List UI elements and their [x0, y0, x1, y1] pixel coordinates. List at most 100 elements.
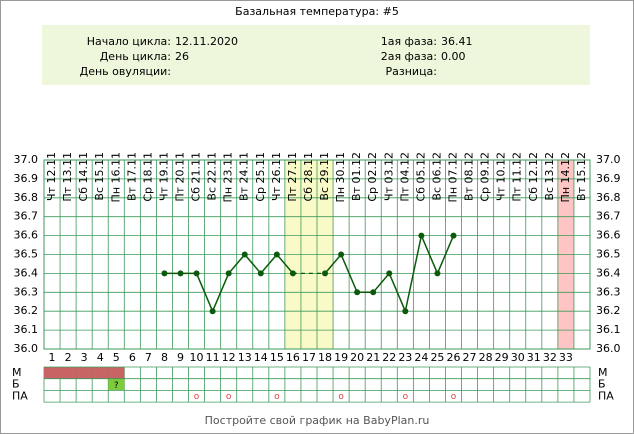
- info-value: 26: [175, 50, 189, 63]
- pa-mark: o: [194, 392, 200, 402]
- x-tick-label: Вс 15.11: [93, 152, 106, 201]
- info-label: День овуляции:: [80, 65, 171, 78]
- y-tick-label: 36.3: [14, 285, 39, 298]
- x-tick-label: Сб 05.12: [414, 152, 427, 201]
- temperature-point: [241, 251, 248, 258]
- day-number: 11: [206, 351, 220, 364]
- x-tick-label: Вс 29.11: [318, 152, 331, 201]
- row-label: ПА: [12, 389, 28, 402]
- day-number: 21: [366, 351, 380, 364]
- info-panel: [42, 25, 590, 85]
- pa-mark: o: [338, 392, 344, 402]
- m-cell: [92, 367, 109, 379]
- pa-mark: o: [451, 392, 457, 402]
- day-number: 30: [511, 351, 525, 364]
- x-tick-label: Сб 21.11: [190, 152, 203, 201]
- y-tick-label: 36.9: [14, 172, 39, 185]
- x-tick-label: Пт 20.11: [174, 152, 187, 202]
- x-tick-label: Вт 01.12: [350, 152, 363, 201]
- temperature-point: [338, 251, 345, 258]
- x-tick-label: Ср 02.12: [366, 152, 379, 202]
- day-number: 18: [318, 351, 332, 364]
- x-tick-label: Вс 06.12: [430, 152, 443, 201]
- y-tick-label-right: 36.5: [596, 248, 621, 261]
- info-label: День цикла:: [100, 50, 171, 63]
- x-tick-label: Сб 12.12: [527, 152, 540, 201]
- day-number: 22: [382, 351, 396, 364]
- y-tick-label: 36.4: [14, 266, 39, 279]
- y-tick-label: 36.1: [14, 323, 39, 336]
- x-tick-label: Чт 03.12: [382, 152, 395, 201]
- row-label: М: [12, 366, 22, 379]
- x-tick-label: Чт 10.12: [495, 152, 508, 201]
- y-tick-label-right: 36.2: [596, 304, 621, 317]
- m-cell: [44, 367, 61, 379]
- y-tick-label-right: 36.1: [596, 323, 621, 336]
- y-tick-label-right: 36.9: [596, 172, 621, 185]
- b-cell: [108, 378, 125, 391]
- day-number: 5: [113, 351, 120, 364]
- row-label: Б: [12, 378, 20, 391]
- day-number: 28: [479, 351, 493, 364]
- day-number: 10: [190, 351, 204, 364]
- x-tick-label: Вт 24.11: [238, 152, 251, 201]
- day-number: 13: [238, 351, 252, 364]
- day-number: 20: [350, 351, 364, 364]
- day-number: 12: [222, 351, 236, 364]
- x-tick-label: Вс 13.12: [543, 152, 556, 201]
- b-label: ?: [114, 381, 119, 391]
- y-tick-label-right: 36.6: [596, 229, 621, 242]
- temperature-point: [418, 232, 425, 239]
- day-number: 7: [145, 351, 152, 364]
- day-number: 15: [270, 351, 284, 364]
- info-label: Начало цикла:: [87, 35, 171, 48]
- x-tick-label: Вт 17.11: [125, 152, 138, 201]
- plot-border: [43, 159, 591, 350]
- info-value: 0.00: [441, 50, 466, 63]
- x-tick-label: Пт 11.12: [511, 152, 524, 202]
- m-cell: [76, 367, 93, 379]
- x-tick-label: Вт 08.12: [463, 152, 476, 201]
- x-tick-label: Вт 15.12: [575, 152, 588, 201]
- row-label-right: ПА: [598, 389, 614, 402]
- info-label: 2ая фаза:: [381, 50, 437, 63]
- temperature-point: [209, 308, 216, 315]
- day-number: 16: [286, 351, 300, 364]
- y-tick-label: 36.2: [14, 304, 39, 317]
- temperature-point: [257, 270, 264, 277]
- m-cell: [60, 367, 77, 379]
- x-tick-label: Ср 18.11: [141, 152, 154, 202]
- day-number: 31: [527, 351, 541, 364]
- day-number: 6: [129, 351, 136, 364]
- row-label-right: М: [598, 366, 608, 379]
- x-tick-label: Пн 07.12: [447, 152, 460, 202]
- day-number: 19: [334, 351, 348, 364]
- day-number: 24: [414, 351, 428, 364]
- y-tick-label-right: 36.7: [596, 210, 621, 223]
- y-tick-label-right: 36.3: [596, 285, 621, 298]
- temperature-point: [402, 308, 409, 315]
- x-tick-label: Пн 16.11: [109, 152, 122, 202]
- y-tick-label-right: 36.8: [596, 191, 621, 204]
- day-number: 27: [463, 351, 477, 364]
- day-number: 32: [543, 351, 557, 364]
- temperature-point: [434, 270, 441, 277]
- pa-mark: o: [403, 392, 409, 402]
- day-number: 4: [97, 351, 104, 364]
- temperature-point: [289, 270, 296, 277]
- y-tick-label: 36.6: [14, 229, 39, 242]
- temperature-point: [273, 251, 280, 258]
- y-tick-label-right: 36.4: [596, 266, 621, 279]
- info-value: 36.41: [441, 35, 473, 48]
- y-tick-label: 36.8: [14, 191, 39, 204]
- x-tick-label: Пт 27.11: [286, 152, 299, 202]
- pa-mark: o: [274, 392, 280, 402]
- day-number: 17: [302, 351, 316, 364]
- x-tick-label: Пн 14.12: [559, 152, 572, 202]
- x-tick-label: Ср 09.12: [479, 152, 492, 202]
- x-tick-label: Чт 19.11: [157, 152, 170, 201]
- temperature-point: [450, 232, 457, 239]
- temperature-point: [370, 289, 377, 296]
- x-tick-label: Вс 22.11: [206, 152, 219, 201]
